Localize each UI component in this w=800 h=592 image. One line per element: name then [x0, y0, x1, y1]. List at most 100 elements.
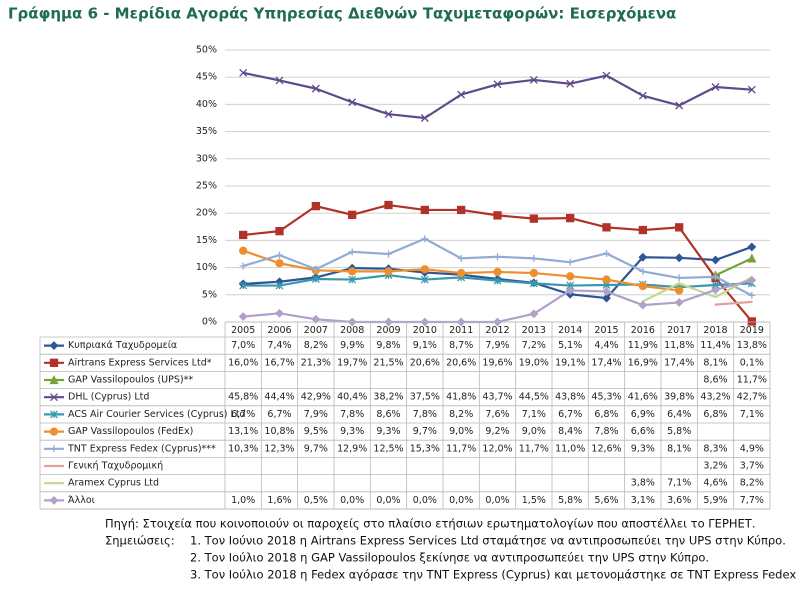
value-label: 17,4%: [664, 357, 694, 368]
value-label: 9,0%: [522, 426, 546, 437]
legend-label: Άλλοι: [68, 495, 95, 506]
value-label: 9,1%: [413, 340, 437, 351]
value-label: 16,7%: [264, 357, 294, 368]
y-tick-label: 5%: [202, 289, 217, 300]
value-label: 0,0%: [449, 495, 473, 506]
marker: [275, 227, 284, 236]
value-label: 21,3%: [301, 357, 331, 368]
marker: [239, 68, 248, 77]
series-line: [715, 257, 753, 277]
notes-label: Σημειώσεις:: [105, 534, 175, 548]
marker: [711, 83, 720, 91]
value-label: 9,2%: [485, 426, 509, 437]
marker: [50, 445, 58, 453]
marker: [239, 230, 248, 240]
value-label: 5,9%: [703, 495, 727, 506]
value-label: 15,3%: [410, 443, 440, 454]
chart-title: Γράφημα 6 - Μερίδια Αγοράς Υπηρεσίας Διε…: [8, 5, 676, 23]
value-label: 16,0%: [228, 357, 258, 368]
point: [678, 282, 681, 285]
value-label: 3,1%: [631, 495, 655, 506]
marker: [711, 285, 720, 295]
value-label: 19,6%: [482, 357, 512, 368]
y-tick-label: 50%: [196, 45, 217, 56]
marker: [385, 250, 392, 258]
marker: [602, 293, 611, 303]
x-tick-label: 2010: [413, 325, 437, 336]
value-label: 11,8%: [664, 340, 694, 351]
y-tick-label: 15%: [196, 235, 217, 246]
y-tick-label: 30%: [196, 153, 217, 164]
marker: [49, 495, 59, 505]
marker: [602, 287, 611, 296]
marker: [493, 211, 502, 220]
value-label: 40,4%: [337, 392, 367, 403]
marker: [348, 210, 357, 219]
value-label: 7,1%: [667, 478, 691, 489]
value-label: 6,7%: [558, 409, 582, 420]
legend-label: Κυπριακά Ταχυδρομεία: [68, 340, 177, 351]
marker: [711, 255, 720, 265]
marker: [384, 200, 393, 210]
marker: [602, 71, 611, 80]
value-label: 44,4%: [264, 392, 294, 403]
value-label: 41,8%: [446, 392, 476, 403]
marker: [49, 375, 59, 385]
marker: [311, 275, 320, 283]
x-tick-label: 2011: [449, 325, 473, 336]
legend-label: GAP Vassilopoulos (UPS)**: [68, 375, 193, 386]
marker: [348, 248, 356, 256]
value-label: 9,3%: [340, 426, 364, 437]
value-label: 5,1%: [558, 340, 582, 351]
marker: [311, 314, 321, 324]
x-tick-label: 2016: [631, 325, 655, 336]
value-label: 41,6%: [628, 392, 658, 403]
value-label: 8,6%: [376, 409, 400, 420]
value-label: 6,6%: [631, 426, 655, 437]
marker: [420, 114, 429, 122]
value-label: 1,6%: [267, 495, 291, 506]
value-label: 42,7%: [737, 392, 767, 403]
marker: [49, 341, 59, 351]
value-label: 6,7%: [267, 409, 291, 420]
marker: [420, 265, 429, 274]
value-label: 0,0%: [485, 495, 509, 506]
value-label: 6,4%: [667, 409, 691, 420]
value-label: 7,9%: [304, 409, 328, 420]
value-label: 7,8%: [594, 426, 618, 437]
value-label: 19,1%: [555, 357, 585, 368]
marker: [566, 272, 575, 281]
value-label: 0,0%: [340, 495, 364, 506]
marker: [529, 268, 538, 278]
value-label: 7,1%: [740, 409, 764, 420]
y-tick-label: 0%: [202, 317, 217, 328]
marker: [276, 251, 283, 259]
value-label: 13,1%: [228, 426, 258, 437]
value-label: 0,1%: [740, 357, 764, 368]
value-label: 16,9%: [628, 357, 658, 368]
note: 1. Τον Ιούνιο 2018 η Airtrans Express Se…: [190, 534, 786, 548]
value-label: 44,5%: [519, 392, 549, 403]
value-label: 8,7%: [449, 340, 473, 351]
x-tick-label: 2013: [522, 325, 546, 336]
value-label: 21,5%: [373, 357, 403, 368]
legend-label: Γενική Ταχυδρομική: [68, 461, 163, 472]
value-label: 0,0%: [376, 495, 400, 506]
marker: [603, 249, 610, 257]
value-label: 9,0%: [449, 426, 473, 437]
series-line: [715, 300, 752, 306]
value-label: 4,4%: [594, 340, 618, 351]
marker: [384, 267, 393, 276]
series-line: [243, 203, 753, 323]
x-tick-label: 2007: [304, 325, 328, 336]
point: [714, 303, 717, 306]
marker: [638, 225, 647, 235]
value-label: 5,6%: [594, 495, 618, 506]
legend-label: ACS Air Courier Services (Cyprus) Ltd: [68, 409, 246, 420]
value-label: 45,8%: [228, 392, 258, 403]
value-label: 8,1%: [667, 443, 691, 454]
marker: [421, 235, 429, 243]
value-label: 7,0%: [231, 340, 255, 351]
value-label: 38,2%: [373, 392, 403, 403]
marker: [602, 223, 611, 232]
